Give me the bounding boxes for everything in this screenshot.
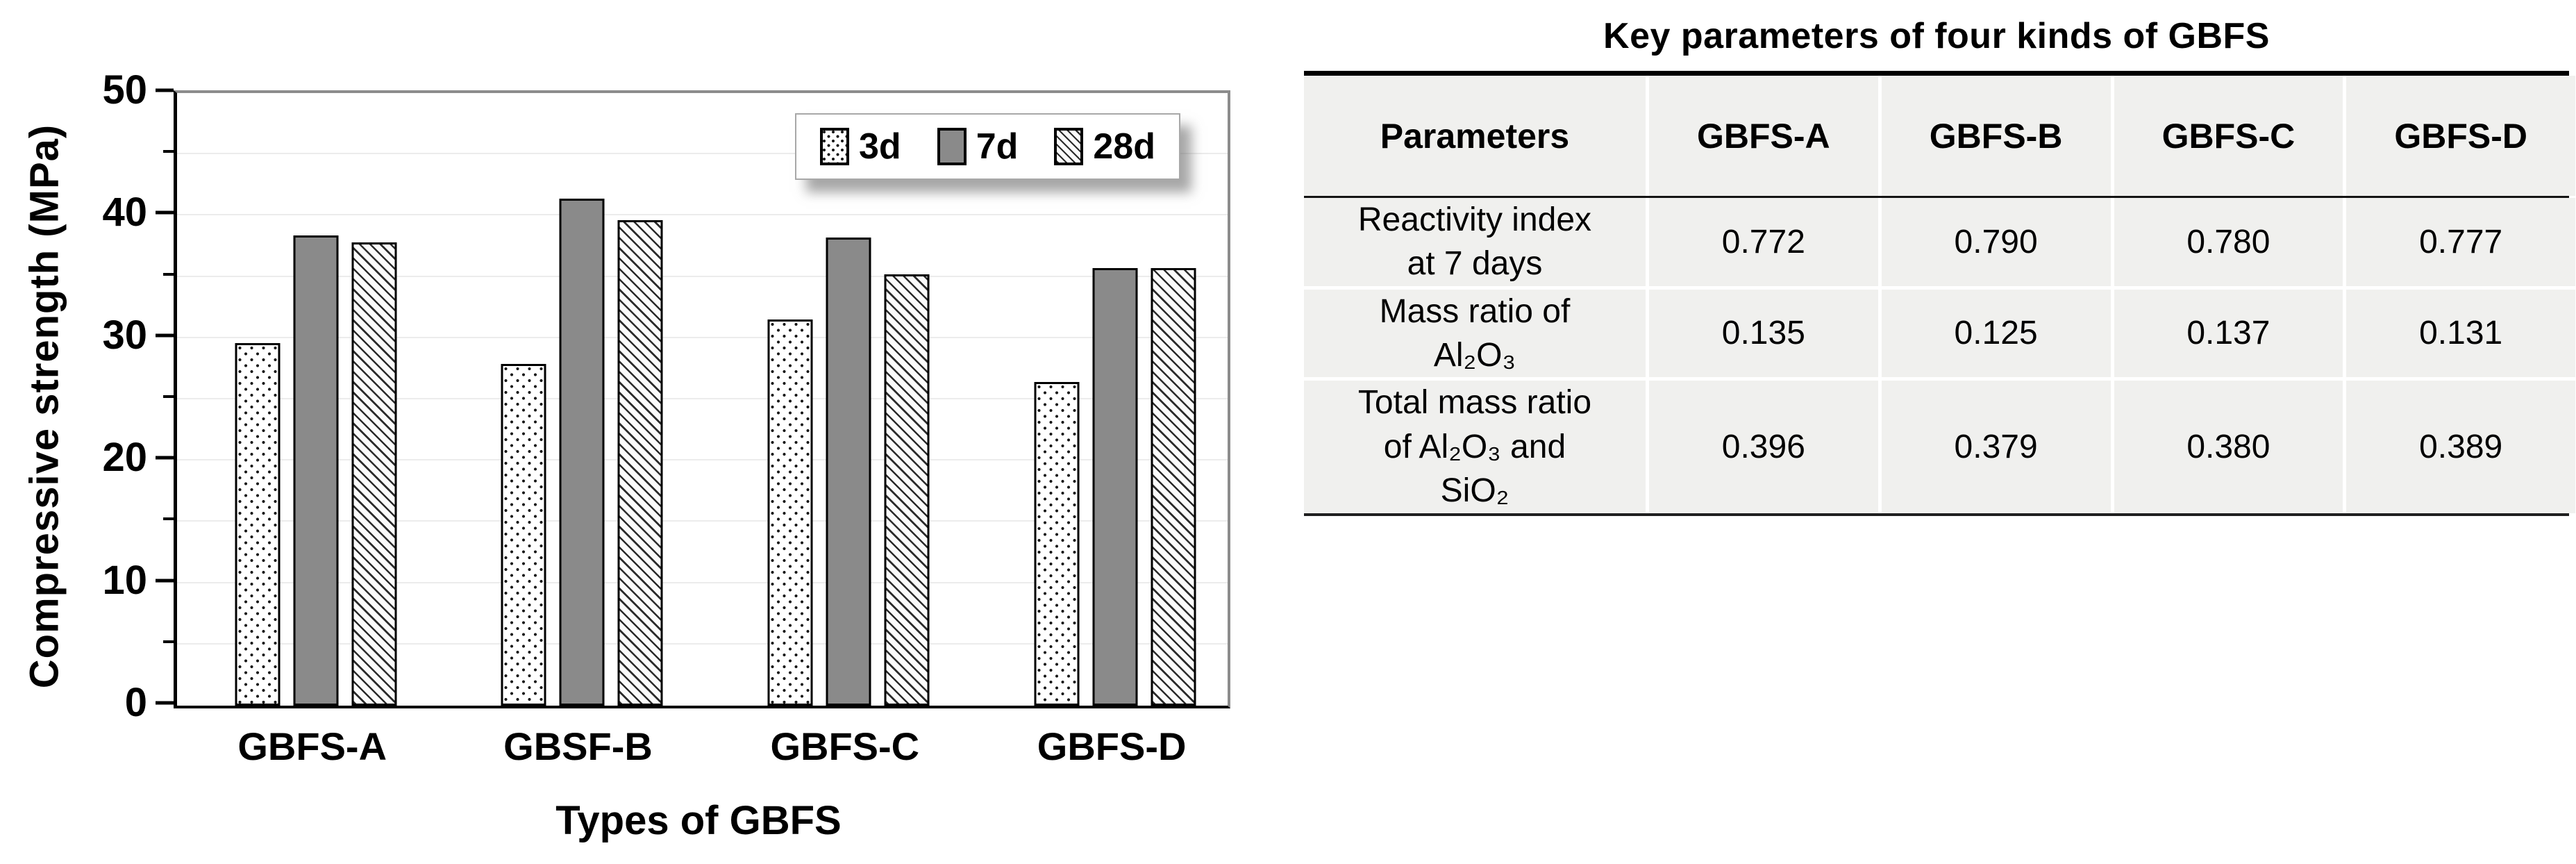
bar-gbfs-c-28d — [884, 274, 930, 706]
legend-item-3d: 3d — [820, 126, 901, 167]
table-header-cell-gbfs-d: GBFS-D — [2346, 76, 2576, 196]
table-header-cell-parameters: Parameters — [1304, 76, 1646, 196]
bar-gbfs-c-7d — [826, 238, 871, 706]
legend-swatch-28d-diagonal-hatch — [1054, 128, 1084, 165]
table-row-2-parameter-text: Total mass ratio of Al₂O₃ and SiO₂ — [1357, 384, 1592, 510]
table-row-0-value-gbfs-d: 0.777 — [2346, 198, 2576, 286]
bar-group-gbsf-b — [501, 93, 662, 706]
y-minor-tick-35 — [163, 272, 174, 276]
y-major-tick-40 — [156, 210, 174, 215]
table-top-rule — [1304, 71, 2569, 76]
bar-gbfs-a-3d — [235, 342, 281, 706]
table-row-0-parameter: Reactivity index at 7 days — [1304, 198, 1646, 286]
table-row-1-value-gbfs-a: 0.135 — [1648, 289, 1878, 378]
bar-gbfs-d-7d — [1092, 268, 1138, 706]
y-axis-tick-labels: 0 10 20 30 40 50 — [102, 67, 147, 725]
legend-label-3d: 3d — [859, 126, 901, 167]
x-axis-labels: GBFS-A GBSF-B GBFS-C GBFS-D — [0, 724, 1288, 772]
y-major-tick-50 — [156, 88, 174, 92]
table-header-cell-gbfs-b: GBFS-B — [1881, 76, 2111, 196]
bar-gbsf-b-7d — [559, 198, 604, 706]
table-row-2-parameter: Total mass ratio of Al₂O₃ and SiO₂ — [1304, 381, 1646, 513]
bar-group-gbfs-a — [235, 93, 397, 706]
legend-swatch-3d-dots — [820, 128, 850, 165]
bar-gbfs-d-3d — [1034, 382, 1080, 706]
legend-item-7d: 7d — [937, 126, 1019, 167]
y-axis-ticks — [156, 88, 174, 705]
bar-chart-region: Compressive strength (MPa) 0 10 20 30 40 50 3… — [0, 67, 1288, 843]
gridline-30 — [177, 336, 1228, 338]
x-label-gbfs-c: GBFS-C — [770, 724, 920, 768]
bar-gbfs-c-3d — [767, 319, 813, 706]
table-title: Key parameters of four kinds of GBFS — [1603, 16, 2270, 56]
gridline-40 — [177, 214, 1228, 216]
bar-gbsf-b-28d — [617, 220, 662, 706]
bar-group-gbfs-d — [1034, 93, 1196, 706]
y-major-tick-30 — [156, 333, 174, 338]
gridline-35 — [177, 275, 1228, 277]
table-row-1-parameter-text: Mass ratio of Al₂O₃ — [1379, 292, 1571, 374]
table-row-1-parameter: Mass ratio of Al₂O₃ — [1304, 289, 1646, 378]
table-header-rule — [1304, 196, 2569, 198]
gridline-20 — [177, 459, 1228, 461]
legend-label-28d: 28d — [1093, 126, 1155, 167]
bar-gbfs-a-28d — [351, 242, 397, 706]
parameters-table-region: Key parameters of four kinds of GBFS Par… — [1304, 0, 2576, 864]
plot-area — [174, 90, 1230, 708]
table-row-0-parameter-text: Reactivity index at 7 days — [1357, 201, 1592, 283]
table-row-1-value-gbfs-d: 0.131 — [2346, 289, 2576, 378]
y-major-tick-10 — [156, 579, 174, 583]
x-label-gbfs-a: GBFS-A — [237, 724, 387, 768]
y-minor-tick-25 — [163, 395, 174, 398]
bar-group-gbfs-c — [767, 93, 930, 706]
y-minor-tick-15 — [163, 517, 174, 521]
x-axis-title: Types of GBFS — [555, 798, 842, 843]
y-minor-tick-5 — [163, 640, 174, 643]
table-row-0-value-gbfs-a: 0.772 — [1648, 198, 1878, 286]
table-row-0-value-gbfs-c: 0.780 — [2114, 198, 2343, 286]
chart-legend: 3d 7d 28d — [795, 113, 1180, 180]
table-row-2-value-gbfs-b: 0.379 — [1881, 381, 2111, 513]
y-major-tick-0 — [156, 701, 174, 705]
table-row-1-value-gbfs-c: 0.137 — [2114, 289, 2343, 378]
gridline-45 — [177, 153, 1228, 155]
y-minor-tick-45 — [163, 150, 174, 153]
gridline-25 — [177, 398, 1228, 399]
table-row-1-value-gbfs-b: 0.125 — [1881, 289, 2111, 378]
y-major-tick-20 — [156, 456, 174, 460]
table-header-cell-gbfs-a: GBFS-A — [1648, 76, 1878, 196]
table-row-2-value-gbfs-d: 0.389 — [2346, 381, 2576, 513]
bar-gbfs-a-7d — [293, 235, 339, 706]
table-header-row: Parameters GBFS-A GBFS-B GBFS-C GBFS-D — [1304, 76, 2576, 196]
gridline-15 — [177, 520, 1228, 522]
legend-swatch-7d-solid-gray — [937, 128, 967, 165]
gridline-5 — [177, 642, 1228, 645]
table-row-0-value-gbfs-b: 0.790 — [1881, 198, 2111, 286]
table-body: Reactivity index at 7 days 0.772 0.790 0.78… — [1304, 198, 2576, 513]
gridline-10 — [177, 581, 1228, 583]
bar-gbsf-b-3d — [501, 363, 546, 706]
x-label-gbfs-d: GBFS-D — [1037, 724, 1187, 768]
bar-gbfs-d-28d — [1151, 268, 1196, 706]
legend-label-7d: 7d — [976, 126, 1019, 167]
table-bottom-rule — [1304, 513, 2569, 516]
table-row-2-value-gbfs-c: 0.380 — [2114, 381, 2343, 513]
x-label-gbsf-b: GBSF-B — [503, 724, 653, 768]
legend-item-28d: 28d — [1054, 126, 1155, 167]
table-header-cell-gbfs-c: GBFS-C — [2114, 76, 2343, 196]
table-row-2-value-gbfs-a: 0.396 — [1648, 381, 1878, 513]
